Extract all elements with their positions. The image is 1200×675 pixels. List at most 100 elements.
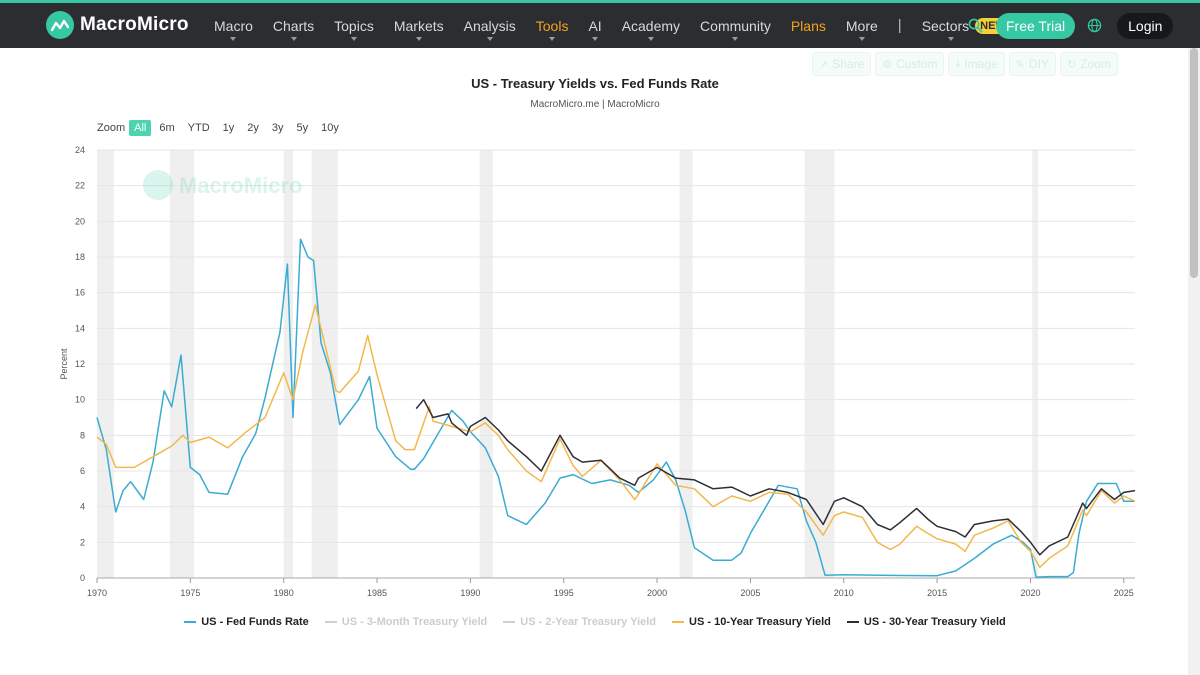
- legend-swatch: [672, 621, 685, 623]
- custom-button[interactable]: ⚙ Custom: [875, 52, 945, 76]
- legend-label: US - Fed Funds Rate: [201, 616, 309, 628]
- x-tick-label: 1975: [180, 588, 200, 598]
- globe-icon[interactable]: [1079, 11, 1109, 41]
- y-axis-label: Percent: [59, 348, 69, 380]
- download-icon: ⤓: [955, 57, 961, 70]
- nav-item-charts[interactable]: Charts: [263, 3, 324, 48]
- zoom-option-1y[interactable]: 1y: [222, 122, 235, 134]
- legend-item[interactable]: US - 10-Year Treasury Yield: [672, 616, 831, 628]
- nav-item-topics[interactable]: Topics: [324, 3, 384, 48]
- legend-swatch: [846, 621, 859, 623]
- watermark-logo-icon: [143, 170, 173, 200]
- zoom-label: Zoom: [97, 122, 126, 134]
- nav-item-ai[interactable]: AI: [578, 3, 611, 48]
- y-tick-label: 22: [75, 181, 85, 191]
- nav-item-more[interactable]: More: [836, 3, 888, 48]
- login-button[interactable]: Login: [1117, 12, 1174, 39]
- x-tick-label: 2005: [740, 588, 760, 598]
- navbar: MacroMicro Macro Charts Topics Markets Analy…: [0, 3, 1200, 48]
- nav-item-plans[interactable]: Plans: [781, 3, 836, 48]
- top-accent-bar: [0, 0, 1200, 3]
- series-line-us-10-year-treasury-yield: [96, 304, 1136, 569]
- zoom-option-3y[interactable]: 3y: [271, 122, 284, 134]
- nav-item-academy[interactable]: Academy: [612, 3, 690, 48]
- chart-title: US - Treasury Yields vs. Fed Funds Rate: [471, 76, 719, 91]
- caret-down-icon: [647, 37, 654, 41]
- caret-down-icon: [415, 37, 422, 41]
- logo[interactable]: MacroMicro: [46, 11, 189, 39]
- x-tick-label: 2020: [1020, 588, 1040, 598]
- nav-item-label: More: [845, 17, 878, 34]
- series-line-us-30-year-treasury-yield: [415, 398, 1136, 556]
- pencil-icon: ✎: [1015, 58, 1025, 71]
- legend-label: US - 30-Year Treasury Yield: [863, 616, 1006, 628]
- nav-item-label: Community: [700, 17, 771, 34]
- legend-item[interactable]: US - 2-Year Treasury Yield: [503, 616, 656, 628]
- y-tick-label: 10: [75, 395, 85, 405]
- nav-right: Free Trial Login: [960, 3, 1174, 48]
- x-tick-label: 2015: [927, 588, 947, 598]
- caret-down-icon: [549, 37, 556, 41]
- y-tick-label: 20: [75, 216, 85, 226]
- nav-item-label: Analysis: [463, 17, 516, 34]
- nav-item-label: Sectors: [921, 17, 970, 34]
- nav-item-analysis[interactable]: Analysis: [454, 3, 526, 48]
- zoom-option-10y[interactable]: 10y: [321, 122, 339, 134]
- search-icon[interactable]: [960, 11, 990, 41]
- caret-down-icon: [486, 37, 493, 41]
- nav-item-label: AI: [588, 17, 602, 34]
- y-tick-label: 8: [80, 430, 85, 440]
- diy-button[interactable]: ✎ DIY: [1008, 52, 1056, 76]
- legend-swatch: [503, 621, 516, 623]
- legend-swatch: [324, 621, 337, 623]
- caret-down-icon: [230, 37, 237, 41]
- nav-item-markets[interactable]: Markets: [384, 3, 454, 48]
- x-tick-label: 1980: [274, 588, 294, 598]
- y-tick-label: 16: [75, 288, 85, 298]
- legend-item[interactable]: US - 3-Month Treasury Yield: [324, 616, 487, 628]
- share-icon: ↗: [819, 58, 829, 71]
- y-tick-label: 14: [75, 323, 85, 333]
- nav-item-label: Academy: [621, 17, 681, 34]
- share-button[interactable]: ↗ Share: [812, 52, 872, 76]
- y-tick-label: 6: [80, 466, 85, 476]
- nav-item-tools[interactable]: Tools: [526, 3, 579, 48]
- nav-item-label: Markets: [393, 17, 444, 34]
- legend-label: US - 10-Year Treasury Yield: [689, 616, 831, 628]
- scrollbar-thumb[interactable]: [1190, 48, 1198, 278]
- caret-down-icon: [350, 37, 357, 41]
- series-line-us-fed-funds-rate: [96, 238, 1135, 578]
- nav-divider: |: [897, 17, 902, 34]
- nav-menu: Macro Charts Topics Markets Analysis Tools AI A…: [204, 3, 1021, 48]
- legend-item[interactable]: US - 30-Year Treasury Yield: [846, 616, 1006, 628]
- x-tick-label: 1995: [554, 588, 574, 598]
- zoom-option-2y[interactable]: 2y: [247, 122, 259, 134]
- zoom-option-6m[interactable]: 6m: [159, 122, 175, 134]
- gear-icon: ⚙: [882, 58, 893, 71]
- legend-item[interactable]: US - Fed Funds Rate: [184, 616, 309, 628]
- y-tick-label: 12: [75, 359, 85, 369]
- zoom-option-5y[interactable]: 5y: [296, 122, 309, 134]
- caret-down-icon: [948, 37, 955, 41]
- y-tick-label: 4: [80, 502, 85, 512]
- logo-text: MacroMicro: [80, 14, 189, 35]
- zoom-option-ytd[interactable]: YTD: [187, 122, 210, 134]
- x-tick-label: 2010: [834, 588, 854, 598]
- nav-item-macro[interactable]: Macro: [204, 3, 263, 48]
- legend-swatch: [184, 621, 197, 623]
- zoom-option-all[interactable]: All: [129, 120, 152, 136]
- nav-item-community[interactable]: Community: [690, 3, 781, 48]
- chart-subtitle: MacroMicro.me | MacroMicro: [530, 99, 660, 110]
- nav-item-label: Tools: [535, 17, 569, 34]
- nav-item-label: Macro: [214, 17, 253, 34]
- zoom-button[interactable]: ↻ Zoom: [1059, 52, 1118, 76]
- free-trial-button[interactable]: Free Trial: [996, 12, 1076, 39]
- nav-item-label: Charts: [272, 17, 315, 34]
- x-tick-label: 1970: [87, 588, 107, 598]
- image-button[interactable]: ⤓ Image: [948, 52, 1005, 76]
- chart-legend: US - Fed Funds Rate US - 3-Month Treasury…: [0, 616, 1190, 628]
- x-tick-label: 1985: [367, 588, 387, 598]
- page-scrollbar[interactable]: [1188, 48, 1200, 675]
- caret-down-icon: [290, 37, 297, 41]
